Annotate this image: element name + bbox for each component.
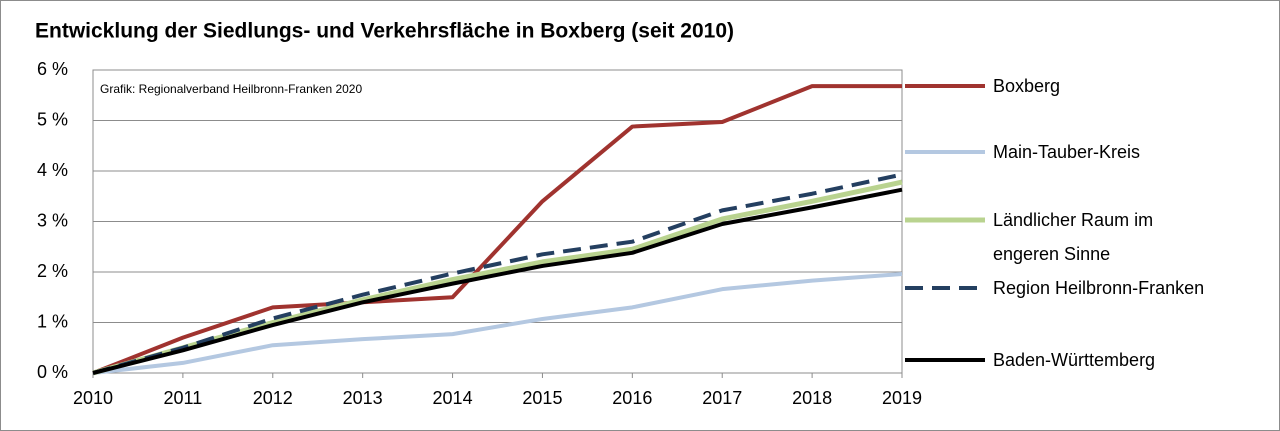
y-tick-label: 0 %	[37, 362, 68, 382]
legend-label: Baden-Württemberg	[993, 350, 1156, 370]
y-tick-label: 4 %	[37, 160, 68, 180]
x-tick-label: 2012	[253, 388, 293, 408]
annotation-box	[96, 78, 408, 100]
series-line	[92, 187, 903, 375]
x-tick-label: 2017	[702, 388, 742, 408]
x-tick-label: 2019	[882, 388, 922, 408]
y-tick-label: 2 %	[37, 261, 68, 281]
legend-label: Ländlicher Raum im engeren Sinne	[993, 210, 1154, 264]
y-tick-label: 5 %	[37, 109, 68, 129]
series-line	[92, 84, 902, 375]
legend-label: Boxberg	[993, 76, 1061, 96]
x-tick-label: 2018	[792, 388, 832, 408]
series-line	[92, 272, 903, 375]
annotation: Grafik: Regionalverband Heilbronn-Franke…	[100, 82, 362, 96]
y-tick-label: 3 %	[37, 210, 68, 230]
x-tick-label: 2014	[433, 388, 473, 408]
x-tick-label: 2013	[343, 388, 383, 408]
legend-label: Main-Tauber-Kreis	[993, 142, 1141, 162]
y-tick-label: 1 %	[37, 311, 68, 331]
series-line	[92, 179, 903, 376]
x-tick-label: 2015	[522, 388, 562, 408]
series-line	[92, 172, 903, 375]
x-tick-label: 2010	[73, 388, 113, 408]
x-tick-label: 2011	[164, 388, 203, 408]
legend-label: Region Heilbronn-Franken	[993, 278, 1205, 298]
x-tick-label: 2016	[612, 388, 652, 408]
chart-title: Entwicklung der Siedlungs- und Verkehrsf…	[35, 20, 734, 43]
y-tick-label: 6 %	[37, 59, 68, 79]
